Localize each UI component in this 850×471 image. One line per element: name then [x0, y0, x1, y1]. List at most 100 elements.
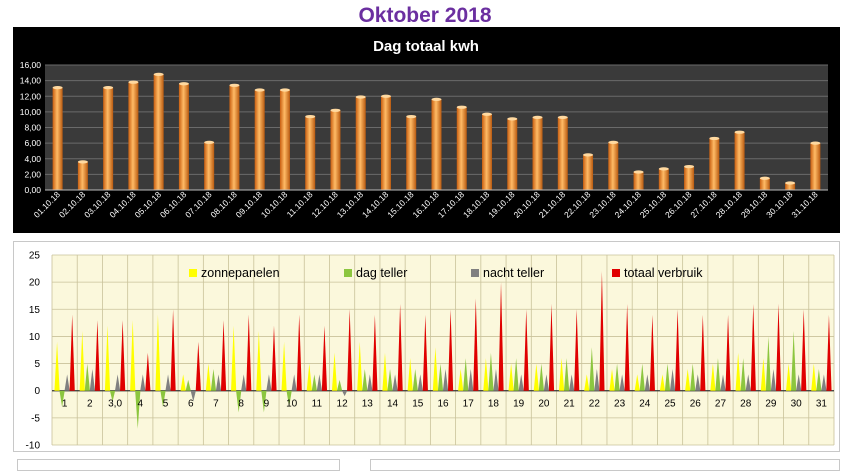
bar: [406, 116, 417, 190]
legend-swatch: [344, 269, 352, 277]
spike-dag-teller: [210, 369, 217, 391]
spike-zonnepanelen: [407, 358, 413, 391]
bar: [77, 161, 88, 190]
spike-nacht-teller: [442, 369, 449, 391]
bar: [785, 182, 796, 190]
spike-zonnepanelen: [558, 358, 565, 391]
x-tick-label: 27: [715, 399, 727, 410]
x-tick-label: 25: [664, 399, 676, 410]
spike-totaal-verbruik: [195, 341, 201, 391]
spike-zonnepanelen: [180, 374, 186, 391]
spike-zonnepanelen: [331, 352, 338, 391]
bar-cap: [128, 80, 139, 84]
spike-totaal-verbruik: [498, 282, 504, 391]
spike-totaal-verbruik: [347, 309, 353, 391]
bar: [330, 110, 341, 190]
y-tick-label: 20: [29, 278, 41, 289]
bar-cap: [557, 115, 568, 119]
x-tick-label: 8: [238, 399, 244, 410]
bar: [254, 90, 265, 190]
x-tick-label: 06.10.18: [158, 189, 189, 220]
bar: [583, 154, 594, 190]
bar-cap: [380, 94, 391, 98]
bar: [633, 172, 644, 190]
bar: [153, 74, 164, 190]
spike-totaal-verbruik: [624, 303, 630, 391]
x-tick-label: 9: [264, 399, 270, 410]
lower-left-panel: [17, 459, 340, 471]
chart-title: Dag totaal kwh: [373, 38, 479, 55]
x-tick-label: 13: [362, 399, 374, 410]
daily-breakdown-chart: -10 -5 0 5 10 15 20 25 1 2 3,0 4 5 6 7 8 9 10 11 12 13 14 15 16…: [13, 241, 840, 452]
spike-dag-teller: [488, 352, 494, 391]
spike-nacht-teller: [770, 369, 777, 391]
x-tick-label: 23.10.18: [587, 189, 618, 220]
y-tick-label: 4,00: [24, 154, 41, 164]
bar-cap: [785, 181, 796, 185]
bar-cap: [684, 164, 695, 169]
spike-totaal-verbruik: [397, 303, 403, 391]
spike-nacht-teller: [745, 374, 751, 391]
bar-cap: [431, 97, 442, 101]
bar: [52, 87, 63, 190]
spike-nacht-teller: [644, 374, 650, 391]
x-tick-label: 1: [62, 399, 68, 410]
spike-totaal-verbruik: [422, 314, 428, 391]
x-tick-label: 08.10.18: [208, 189, 239, 220]
spike-dag-teller: [84, 363, 90, 391]
spike-zonnepanelen: [281, 341, 287, 391]
bar-cap: [229, 83, 240, 87]
x-tick-label: 31: [816, 399, 828, 410]
x-tick-label: 30: [791, 399, 803, 410]
bar: [759, 178, 770, 190]
x-tick-label: 23: [614, 399, 626, 410]
bar: [204, 142, 215, 190]
spike-totaal-verbruik: [296, 314, 302, 391]
x-tick-label: 19.10.18: [486, 189, 517, 220]
spike-totaal-verbruik: [473, 298, 479, 391]
spike-nacht-teller: [392, 374, 398, 391]
spike-dag-teller: [564, 358, 570, 391]
spike-nacht-teller: [493, 369, 499, 391]
x-tick-label: 25.10.18: [638, 189, 669, 220]
spike-dag-teller: [639, 363, 645, 391]
spike-totaal-verbruik: [69, 314, 75, 391]
bar: [734, 132, 745, 190]
bar-cap: [406, 114, 417, 119]
y-tick-label: 5: [34, 359, 40, 370]
spike-totaal-verbruik: [725, 314, 731, 391]
y-tick-label: 0,00: [24, 185, 41, 195]
bar-cap: [532, 115, 543, 119]
bar: [456, 107, 467, 190]
spike-nacht-teller: [114, 374, 121, 391]
spike-nacht-teller: [367, 374, 373, 391]
spike-nacht-teller: [342, 390, 348, 397]
spike-dag-teller: [135, 390, 141, 429]
bar-cap: [254, 88, 265, 92]
bar-cap: [658, 167, 669, 171]
legend-swatch: [189, 269, 197, 277]
bar: [507, 118, 518, 190]
daily-total-chart-svg: Dag totaal kwh 0,00 2,00 4,00 6,00 8,00 10,00 1…: [20, 38, 828, 220]
bar-cap: [279, 88, 290, 92]
x-tick-label: 21: [564, 399, 576, 410]
spike-nacht-teller: [468, 369, 474, 391]
spike-zonnepanelen: [735, 352, 741, 391]
x-tick-label: 27.10.18: [688, 189, 719, 220]
spike-dag-teller: [109, 390, 116, 402]
spike-totaal-verbruik: [574, 309, 580, 391]
spike-dag-teller: [664, 363, 671, 391]
spike-zonnepanelen: [609, 369, 615, 391]
spike-totaal-verbruik: [321, 325, 328, 391]
spike-zonnepanelen: [231, 325, 237, 391]
spike-totaal-verbruik: [145, 352, 151, 391]
x-tick-label: 14.10.18: [360, 189, 391, 220]
spike-dag-teller: [715, 358, 721, 391]
bar: [709, 138, 720, 190]
bar: [608, 142, 619, 190]
spike-totaal-verbruik: [775, 303, 782, 391]
spike-dag-teller: [286, 390, 292, 407]
x-tick-label: 31.10.18: [789, 189, 820, 220]
spike-zonnepanelen: [382, 352, 388, 391]
spike-dag-teller: [59, 390, 65, 407]
